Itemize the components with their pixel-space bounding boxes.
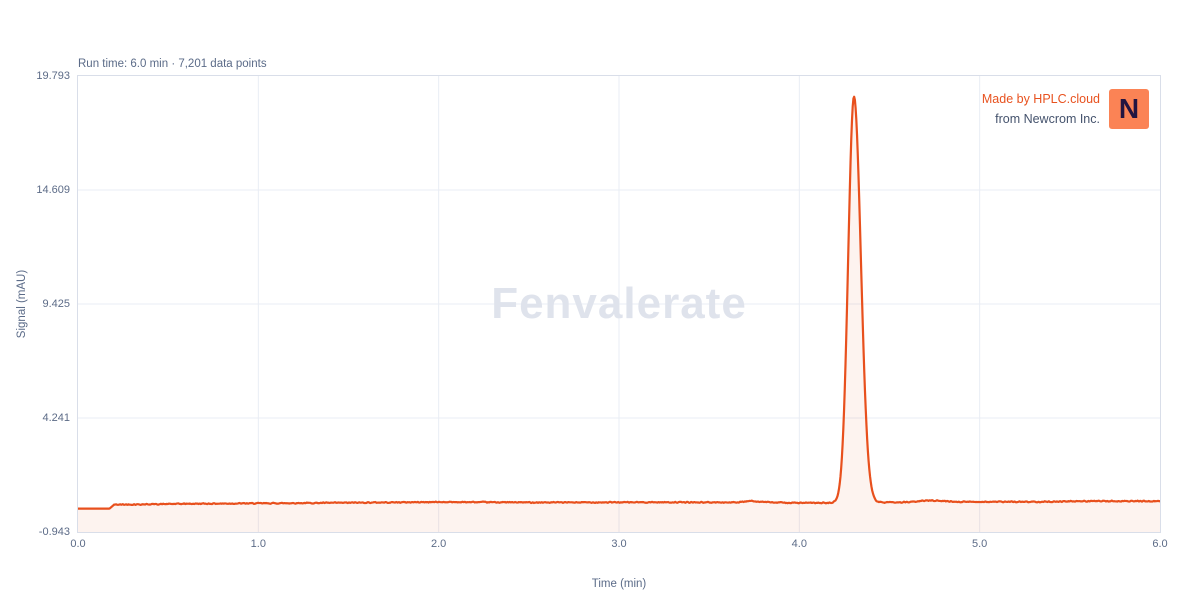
x-axis-title: Time (min): [591, 578, 647, 590]
y-tick-label: 14.609: [36, 184, 70, 196]
x-tick-label: 6.0: [1152, 538, 1168, 550]
newcrom-logo[interactable]: N: [1109, 89, 1149, 129]
attribution: Made by HPLC.cloud from Newcrom Inc. N: [982, 89, 1149, 129]
chromatogram-trace: [78, 95, 1160, 510]
from-newcrom-label: from Newcrom Inc.: [995, 111, 1100, 126]
chromatogram-svg: [78, 76, 1160, 532]
x-tick-label: 5.0: [972, 538, 988, 550]
made-by-hplc-cloud-link[interactable]: Made by HPLC.cloud: [981, 91, 1100, 106]
attribution-text: Made by HPLC.cloud from Newcrom Inc.: [982, 90, 1100, 129]
plot-area: Fenvalerate Made by HPLC.cloud from Newc…: [77, 75, 1161, 533]
x-tick-label: 3.0: [611, 538, 627, 550]
y-tick-label: -0.943: [38, 526, 70, 538]
y-tick-label: 9.425: [42, 298, 70, 310]
y-tick-label: 19.793: [36, 70, 70, 82]
x-tick-label: 0.0: [70, 538, 86, 550]
y-tick-label: 4.241: [42, 412, 70, 424]
x-tick-label: 2.0: [431, 538, 447, 550]
run-info-label: Run time: 6.0 min · 7,201 data points: [78, 58, 267, 70]
x-tick-label: 1.0: [250, 538, 266, 550]
newcrom-logo-letter: N: [1118, 93, 1140, 124]
x-tick-label: 4.0: [791, 538, 807, 550]
